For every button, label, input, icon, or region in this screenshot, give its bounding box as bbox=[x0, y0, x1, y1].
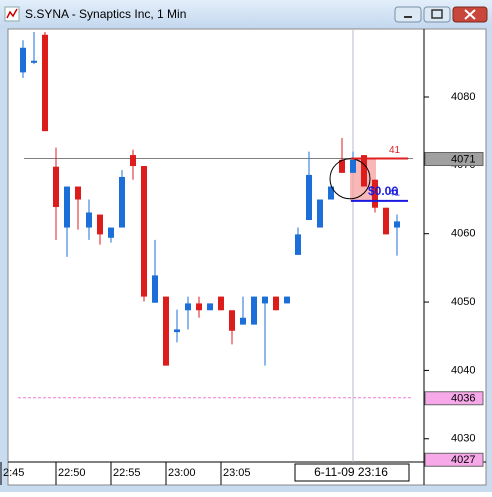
window-title: S.SYNA - Synaptics Inc, 1 Min bbox=[25, 7, 186, 21]
y-tick-label: 4060 bbox=[451, 228, 475, 240]
candle-body bbox=[361, 155, 367, 187]
candle-body bbox=[284, 296, 290, 304]
candle-body bbox=[306, 174, 312, 221]
x-tick-label: 23:05 bbox=[223, 467, 251, 479]
candle-body bbox=[229, 310, 235, 331]
candle-body bbox=[251, 296, 257, 325]
candle-body bbox=[141, 166, 147, 297]
candle-body bbox=[350, 159, 356, 173]
y-tick-label: 4050 bbox=[451, 296, 475, 308]
minimize-button[interactable] bbox=[394, 6, 422, 23]
candle-body bbox=[240, 317, 246, 325]
candle-body bbox=[339, 159, 345, 173]
price-box bbox=[424, 452, 484, 467]
candle-body bbox=[163, 296, 169, 366]
candle-body bbox=[207, 303, 213, 311]
candle-body bbox=[64, 186, 70, 228]
candle-body bbox=[31, 60, 37, 63]
candle-body bbox=[86, 212, 92, 228]
candle-body bbox=[317, 199, 323, 228]
candle-body bbox=[108, 227, 114, 238]
candle-body bbox=[328, 186, 334, 200]
price-box bbox=[424, 391, 484, 406]
chart-panel bbox=[7, 28, 487, 486]
cursor-label-box bbox=[294, 463, 410, 482]
candle-body bbox=[372, 179, 378, 208]
candle-body bbox=[75, 186, 81, 200]
candle-body bbox=[130, 155, 136, 167]
order-label: 41 bbox=[389, 188, 401, 199]
candle-body bbox=[394, 221, 400, 228]
candle-body bbox=[42, 34, 48, 132]
x-tick-label: 23:00 bbox=[168, 467, 196, 479]
candle-body bbox=[262, 296, 268, 304]
price-box-label: 4036 bbox=[451, 393, 475, 405]
candle-body bbox=[273, 296, 279, 311]
close-icon bbox=[464, 9, 476, 20]
candle-body bbox=[185, 303, 191, 311]
candle-body bbox=[196, 303, 202, 311]
price-box-label: 4027 bbox=[451, 454, 475, 466]
x-tick-label: 22:50 bbox=[58, 467, 86, 479]
candle-body bbox=[295, 234, 301, 255]
minimize-icon bbox=[404, 16, 412, 18]
candle-body bbox=[174, 329, 180, 333]
candle-body bbox=[20, 47, 26, 73]
candle-body bbox=[152, 275, 158, 303]
x-tick-label: 2:45 bbox=[3, 467, 24, 479]
maximize-icon bbox=[431, 9, 443, 19]
candle-body bbox=[53, 166, 59, 208]
candle-body bbox=[383, 207, 389, 235]
maximize-button[interactable] bbox=[423, 6, 451, 23]
y-tick-label: 4030 bbox=[451, 433, 475, 445]
x-tick-label: 22:55 bbox=[113, 467, 141, 479]
y-tick-label: 4040 bbox=[451, 364, 475, 376]
order-pnl: $0.06 bbox=[368, 184, 398, 198]
candle-body bbox=[218, 296, 224, 311]
y-tick-label: 4080 bbox=[451, 91, 475, 103]
cursor-circle bbox=[329, 158, 371, 200]
price-box-label: 4071 bbox=[451, 153, 475, 165]
candle-body bbox=[119, 176, 125, 228]
cursor-label: 6-11-09 23:16 bbox=[314, 465, 388, 479]
order-label: 41 bbox=[389, 145, 401, 156]
window-icon-graph bbox=[6, 8, 18, 19]
price-box bbox=[424, 152, 484, 167]
candle-body bbox=[97, 214, 103, 235]
